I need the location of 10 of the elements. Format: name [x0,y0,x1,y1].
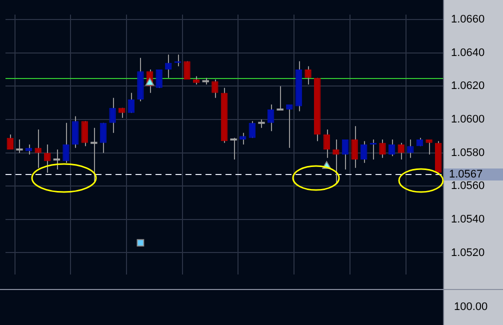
ref-line-label: 1.0567 [449,168,483,181]
text: 100.00 [454,301,489,313]
y-tick-label: 1.0520 [451,246,485,259]
y-tick-label: 1.0660 [451,14,485,26]
y-tick-label: 1.0620 [451,80,485,92]
y-tick-label: 1.0560 [451,180,485,192]
y-tick-label: 1.0640 [451,46,485,59]
y-tick-label: 1.0580 [451,146,485,159]
y-tick-label: 1.0600 [451,114,485,126]
y-tick-label: 1.0540 [451,213,485,226]
